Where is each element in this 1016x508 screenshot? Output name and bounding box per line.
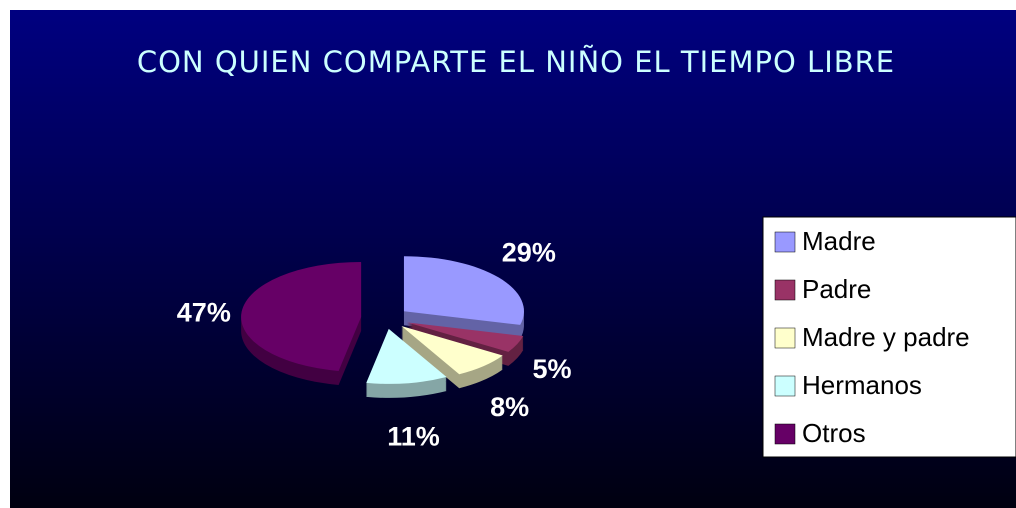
slice xyxy=(401,326,503,375)
slice xyxy=(366,328,447,384)
data-label: 5% xyxy=(533,354,572,384)
slice xyxy=(241,261,362,371)
legend-swatch xyxy=(774,231,796,253)
chart-title: CON QUIEN COMPARTE EL NIÑO EL TIEMPO LIB… xyxy=(136,45,896,79)
legend-swatch xyxy=(774,327,796,349)
legend-swatch xyxy=(774,279,796,301)
slice xyxy=(403,256,524,325)
legend-label: Hermanos xyxy=(802,370,922,400)
legend-label: Madre y padre xyxy=(802,322,970,352)
legend-box xyxy=(762,216,1016,458)
slice xyxy=(407,322,524,352)
data-label: 8% xyxy=(490,392,529,422)
legend-swatch xyxy=(774,375,796,397)
legend-swatch xyxy=(774,423,796,445)
legend-label: Madre xyxy=(802,226,876,256)
legend-label: Padre xyxy=(802,274,871,304)
data-label: 29% xyxy=(502,238,556,268)
legend-label: Otros xyxy=(802,418,866,448)
data-label: 11% xyxy=(387,422,440,452)
data-label: 47% xyxy=(177,297,231,327)
